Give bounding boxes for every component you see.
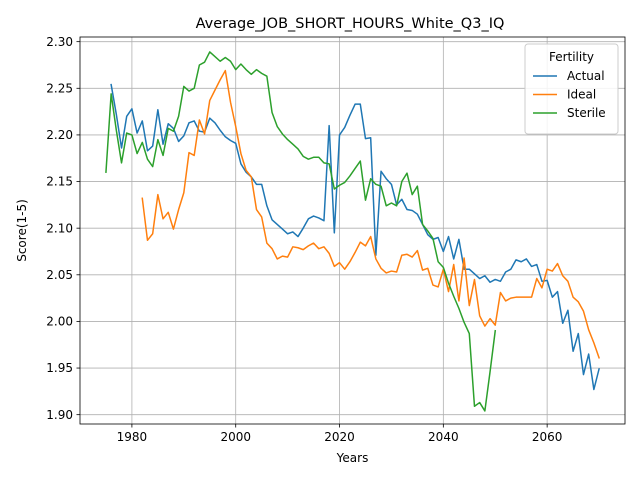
y-tick-label: 1.90 — [46, 408, 73, 422]
legend-title: Fertility — [549, 50, 594, 64]
series-line-sterile — [105, 51, 497, 412]
x-axis-title: Years — [336, 451, 369, 465]
series-line-actual — [110, 83, 600, 391]
legend: Fertility Actual Ideal Sterile — [524, 43, 619, 135]
y-tick-label: 2.25 — [46, 81, 73, 95]
series-line-ideal — [141, 69, 601, 359]
x-tick-label: 2000 — [220, 430, 251, 444]
grid — [80, 37, 625, 424]
x-tick-label: 2040 — [428, 430, 459, 444]
y-tick-label: 2.10 — [46, 221, 73, 235]
y-axis-title: Score(1-5) — [15, 199, 29, 262]
y-tick-label: 2.30 — [46, 35, 73, 49]
y-tick-label: 2.00 — [46, 315, 73, 329]
plot-area-frame — [79, 36, 626, 425]
x-tick-label: 2060 — [532, 430, 563, 444]
x-tick-label: 1980 — [117, 430, 148, 444]
y-tick-label: 2.20 — [46, 128, 73, 142]
y-tick-label: 2.15 — [46, 175, 73, 189]
axis-ticks: 1980 2000 2020 2040 2060 1.90 1.95 2.00 2.05 2.10… — [46, 35, 562, 444]
y-tick-label: 2.05 — [46, 268, 73, 282]
legend-label-ideal: Ideal — [567, 88, 596, 102]
legend-box — [524, 43, 619, 135]
y-tick-label: 1.95 — [46, 361, 73, 375]
legend-label-sterile: Sterile — [567, 106, 606, 120]
series-lines — [105, 51, 601, 412]
chart-title: Average_JOB_SHORT_HOURS_White_Q3_IQ — [196, 16, 505, 32]
x-tick-label: 2020 — [324, 430, 355, 444]
legend-label-actual: Actual — [567, 69, 605, 83]
